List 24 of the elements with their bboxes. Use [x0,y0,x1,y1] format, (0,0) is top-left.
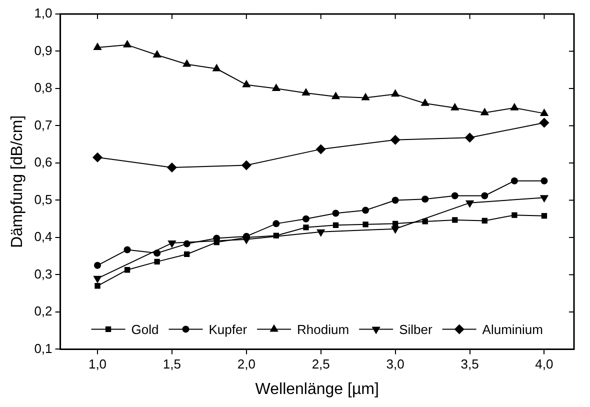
y-tick-label: 0,5 [34,192,52,207]
x-tick-label: 3,5 [460,356,479,372]
y-axis-title: Dämpfung [dB/cm] [9,115,26,248]
y-tick-label: 0,2 [34,304,52,319]
y-tick-label: 0,4 [34,229,52,244]
x-tick-label: 3,0 [386,356,404,372]
y-tick-label: 0,9 [34,42,52,58]
legend-label: Rhodium [297,322,350,337]
x-tick-label: 1,5 [162,356,181,372]
y-tick-label: 0,6 [34,154,52,170]
x-tick-label: 4,0 [535,356,554,372]
y-tick-label: 0,3 [34,266,52,282]
legend-label: Silber [399,322,433,337]
legend-label: Gold [131,322,159,337]
x-tick-label: 1,0 [88,356,107,372]
y-tick-label: 0,8 [34,80,52,96]
legend-label: Aluminium [482,322,543,337]
x-tick-label: 2,5 [312,356,330,372]
y-tick-label: 1,0 [34,6,52,21]
legend-label: Kupfer [208,322,248,337]
y-tick-label: 0,7 [34,117,52,132]
y-tick-label: 0,1 [34,340,52,356]
x-tick-label: 2,0 [237,356,256,372]
x-axis-title: Wellenlänge [µm] [255,380,379,398]
